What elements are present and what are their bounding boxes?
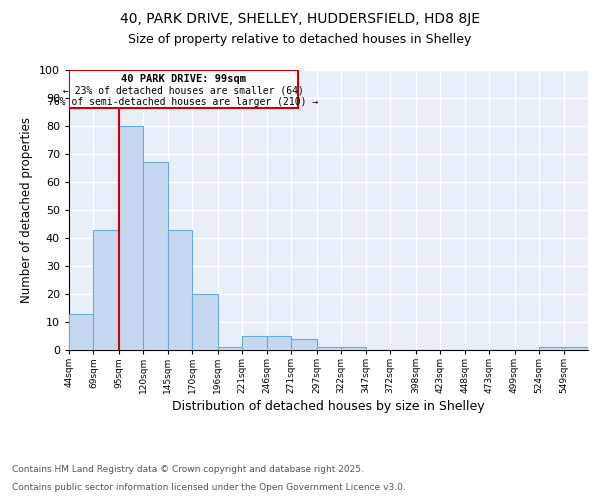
Bar bbox=[267, 336, 291, 350]
Bar bbox=[168, 230, 193, 350]
Bar bbox=[341, 347, 366, 350]
Y-axis label: Number of detached properties: Number of detached properties bbox=[20, 117, 34, 303]
X-axis label: Distribution of detached houses by size in Shelley: Distribution of detached houses by size … bbox=[172, 400, 485, 413]
FancyBboxPatch shape bbox=[69, 70, 298, 108]
Text: 40 PARK DRIVE: 99sqm: 40 PARK DRIVE: 99sqm bbox=[121, 74, 246, 84]
Text: 40, PARK DRIVE, SHELLEY, HUDDERSFIELD, HD8 8JE: 40, PARK DRIVE, SHELLEY, HUDDERSFIELD, H… bbox=[120, 12, 480, 26]
Bar bbox=[317, 347, 341, 350]
Bar bbox=[563, 347, 588, 350]
Bar bbox=[218, 347, 242, 350]
Text: Contains HM Land Registry data © Crown copyright and database right 2025.: Contains HM Land Registry data © Crown c… bbox=[12, 466, 364, 474]
Bar bbox=[119, 126, 143, 350]
Text: ← 23% of detached houses are smaller (64): ← 23% of detached houses are smaller (64… bbox=[63, 86, 304, 96]
Text: Contains public sector information licensed under the Open Government Licence v3: Contains public sector information licen… bbox=[12, 483, 406, 492]
Text: 76% of semi-detached houses are larger (210) →: 76% of semi-detached houses are larger (… bbox=[49, 96, 319, 106]
Bar bbox=[193, 294, 218, 350]
Bar bbox=[242, 336, 267, 350]
Text: Size of property relative to detached houses in Shelley: Size of property relative to detached ho… bbox=[128, 32, 472, 46]
Bar bbox=[69, 314, 94, 350]
Bar bbox=[94, 230, 119, 350]
Bar bbox=[291, 339, 317, 350]
Bar bbox=[539, 347, 563, 350]
Bar bbox=[143, 162, 168, 350]
